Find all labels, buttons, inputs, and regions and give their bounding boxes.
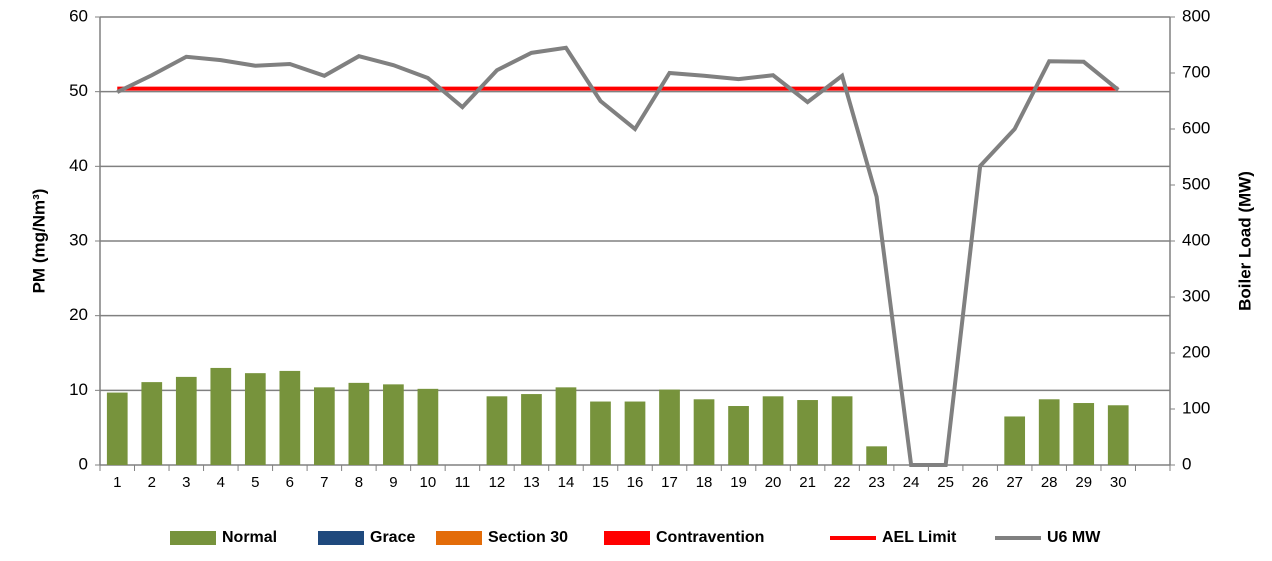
x-tick-label: 18 xyxy=(696,474,713,491)
y2-tick-label: 400 xyxy=(1182,230,1210,249)
y-tick-label: 50 xyxy=(69,81,88,100)
y-tick-label: 0 xyxy=(79,454,88,473)
legend-label: Normal xyxy=(222,529,277,546)
x-tick-label: 2 xyxy=(148,474,156,491)
bar xyxy=(693,399,715,465)
y2-tick-label: 600 xyxy=(1182,118,1210,137)
y-tick-label: 30 xyxy=(69,230,88,249)
bar xyxy=(383,384,404,465)
bar xyxy=(210,367,232,465)
legend-swatch xyxy=(436,531,482,545)
bar xyxy=(486,396,508,465)
y2-tick-label: 0 xyxy=(1182,454,1191,473)
line xyxy=(116,45,1120,467)
x-tick-label: 17 xyxy=(661,474,678,491)
bar xyxy=(866,446,887,465)
legend-label: Section 30 xyxy=(488,529,568,546)
bar xyxy=(244,373,266,465)
x-tick-label: 26 xyxy=(972,474,989,491)
bar xyxy=(175,376,197,465)
bar xyxy=(590,401,611,465)
x-tick-label: 3 xyxy=(182,474,190,491)
y2-tick-label: 700 xyxy=(1182,62,1210,81)
x-tick-label: 16 xyxy=(627,474,644,491)
y2-tick-label: 100 xyxy=(1182,398,1210,417)
bar xyxy=(279,370,301,465)
y-tick-label: 20 xyxy=(69,305,88,324)
x-tick-label: 15 xyxy=(592,474,609,491)
x-tick-label: 25 xyxy=(937,474,954,491)
x-tick-label: 14 xyxy=(558,474,575,491)
x-tick-label: 13 xyxy=(523,474,540,491)
bar xyxy=(555,387,577,465)
x-tick-label: 1 xyxy=(113,474,121,491)
x-tick-label: 28 xyxy=(1041,474,1058,491)
legend-swatch xyxy=(170,531,216,545)
y-tick-label: 40 xyxy=(69,156,88,175)
x-tick-label: 20 xyxy=(765,474,782,491)
x-tick-label: 27 xyxy=(1006,474,1023,491)
x-tick-label: 12 xyxy=(489,474,506,491)
y-tick-label: 60 xyxy=(69,6,88,25)
y2-tick-label: 800 xyxy=(1182,6,1210,25)
bar xyxy=(1073,403,1095,465)
bar xyxy=(797,400,818,465)
legend-label: U6 MW xyxy=(1047,529,1101,546)
x-tick-label: 24 xyxy=(903,474,920,491)
x-tick-label: 29 xyxy=(1075,474,1092,491)
x-tick-label: 30 xyxy=(1110,474,1127,491)
y2-tick-label: 200 xyxy=(1182,342,1210,361)
bar xyxy=(417,388,439,465)
legend-label: Contravention xyxy=(656,529,764,546)
x-tick-label: 4 xyxy=(217,474,225,491)
x-tick-label: 19 xyxy=(730,474,747,491)
bar xyxy=(106,392,128,465)
y2-axis-label: Boiler Load (MW) xyxy=(1235,171,1254,311)
y-axis-label: PM (mg/Nm³) xyxy=(29,189,48,294)
x-tick-label: 11 xyxy=(455,474,471,491)
legend-label: AEL Limit xyxy=(882,529,957,546)
x-tick-label: 22 xyxy=(834,474,851,491)
legend-label: Grace xyxy=(370,529,415,546)
bar xyxy=(348,382,370,465)
legend-swatch xyxy=(604,531,650,545)
x-tick-label: 5 xyxy=(251,474,259,491)
x-tick-label: 21 xyxy=(799,474,816,491)
y2-tick-label: 500 xyxy=(1182,174,1210,193)
legend-swatch xyxy=(318,531,364,545)
x-tick-label: 10 xyxy=(420,474,437,491)
x-tick-label: 9 xyxy=(389,474,397,491)
bar xyxy=(1004,416,1026,465)
y2-tick-label: 300 xyxy=(1182,286,1210,305)
x-tick-label: 23 xyxy=(868,474,885,491)
bar xyxy=(314,387,335,465)
bar xyxy=(141,382,163,465)
bar xyxy=(762,396,784,465)
y-tick-label: 10 xyxy=(69,380,88,399)
bar xyxy=(1038,399,1060,465)
x-tick-label: 7 xyxy=(320,474,328,491)
bar xyxy=(1107,405,1129,465)
bar xyxy=(624,401,646,465)
bar xyxy=(831,396,853,465)
x-tick-label: 8 xyxy=(355,474,363,491)
bar xyxy=(728,406,749,465)
bar xyxy=(521,394,542,465)
bar xyxy=(659,389,680,465)
x-tick-label: 6 xyxy=(286,474,294,491)
